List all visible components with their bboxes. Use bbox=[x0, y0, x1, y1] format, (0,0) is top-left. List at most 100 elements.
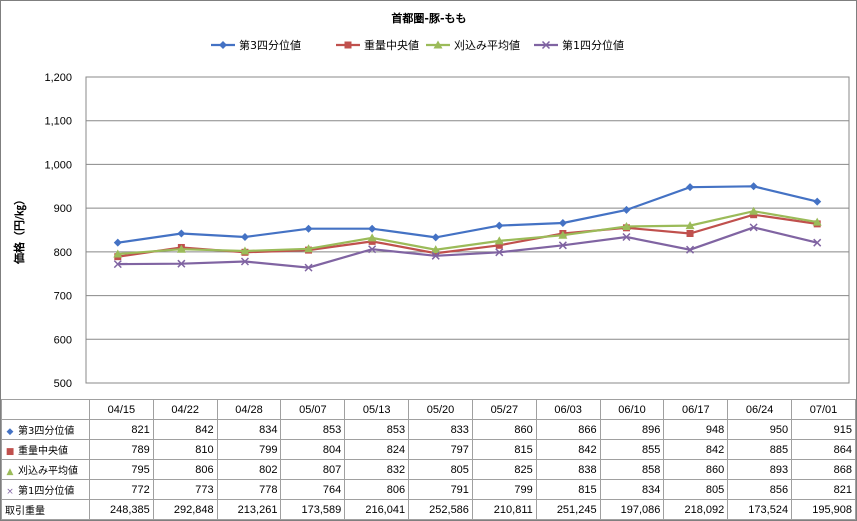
series-line bbox=[117, 226, 818, 269]
data-label: 797 bbox=[408, 439, 473, 460]
data-label: 772 bbox=[88, 479, 154, 500]
data-point bbox=[495, 248, 504, 257]
legend-marker bbox=[344, 41, 352, 49]
data-label: 856 bbox=[727, 479, 793, 500]
data-point bbox=[686, 245, 695, 254]
x-tick-label: 06/03 bbox=[535, 399, 601, 420]
data-label: 806 bbox=[152, 459, 218, 480]
legend-key-icon: ■ bbox=[5, 447, 15, 457]
table-header-row: 04/15 04/22 04/28 05/07 05/13 05/20 05/27 06/03… bbox=[1, 399, 856, 420]
data-label: 855 bbox=[599, 439, 665, 460]
table-row-label: 取引重量 bbox=[1, 499, 90, 520]
plot-area bbox=[85, 76, 850, 384]
x-tick-label: 04/22 bbox=[152, 399, 218, 420]
data-label: 806 bbox=[344, 479, 410, 500]
legend: 第3四分位値 重量中央値 刈込み平均値 第1四分位値 bbox=[211, 38, 624, 52]
x-tick-label: 05/20 bbox=[408, 399, 473, 420]
x-tick-label: 06/24 bbox=[727, 399, 793, 420]
data-table: 04/15 04/22 04/28 05/07 05/13 05/20 05/27 06/03… bbox=[1, 399, 856, 520]
data-point bbox=[368, 245, 377, 254]
data-point bbox=[113, 238, 122, 247]
data-label: 842 bbox=[152, 419, 218, 440]
data-label: 885 bbox=[727, 439, 793, 460]
data-label: 842 bbox=[535, 439, 601, 460]
legend-marker bbox=[541, 40, 551, 50]
legend-marker bbox=[433, 40, 443, 49]
data-label: 805 bbox=[663, 479, 729, 500]
legend-item: 第3四分位値 bbox=[211, 38, 301, 52]
series-layer bbox=[113, 182, 822, 272]
data-point bbox=[749, 206, 759, 215]
data-label: 824 bbox=[344, 439, 410, 460]
data-point bbox=[431, 233, 440, 242]
series-name: 第3四分位値 bbox=[18, 426, 75, 437]
y-tick-label: 1,100 bbox=[44, 116, 72, 128]
x-tick-label: 04/15 bbox=[88, 399, 154, 420]
table-corner-cell bbox=[1, 399, 90, 420]
data-label: 773 bbox=[152, 479, 218, 500]
data-label: 853 bbox=[344, 419, 410, 440]
data-label: 834 bbox=[599, 479, 665, 500]
data-label: 195,908 bbox=[791, 499, 856, 520]
data-point bbox=[622, 232, 631, 242]
y-tick-label: 800 bbox=[54, 247, 72, 259]
data-label: 815 bbox=[471, 439, 537, 460]
data-label: 791 bbox=[408, 479, 473, 500]
data-point bbox=[177, 229, 186, 238]
x-tick-label: 05/27 bbox=[471, 399, 537, 420]
table-row-label: × 第1四分位値 bbox=[1, 479, 90, 500]
data-point bbox=[495, 221, 504, 230]
data-label: 948 bbox=[663, 419, 729, 440]
data-point bbox=[304, 263, 313, 272]
data-point bbox=[431, 245, 441, 254]
data-point bbox=[304, 244, 314, 253]
data-label: 789 bbox=[88, 439, 154, 460]
data-label: 842 bbox=[663, 439, 729, 460]
series-name: 刈込み平均値 bbox=[18, 466, 78, 477]
data-point bbox=[621, 222, 631, 231]
data-label: 825 bbox=[471, 459, 537, 480]
data-point bbox=[813, 238, 822, 247]
table-row-label: ▲ 刈込み平均値 bbox=[1, 459, 90, 480]
legend-item: 刈込み平均値 bbox=[426, 39, 520, 52]
data-label: 866 bbox=[535, 419, 601, 440]
data-point bbox=[812, 217, 822, 226]
series-line bbox=[117, 185, 818, 244]
data-point bbox=[113, 260, 122, 269]
y-axis-ticks: 500 600 700 800 900 1,000 1,100 1,200 bbox=[44, 72, 72, 390]
data-label: 853 bbox=[280, 419, 346, 440]
data-point bbox=[367, 233, 377, 242]
data-label: 807 bbox=[280, 459, 346, 480]
chart-title: 首都圏-豚-もも bbox=[391, 11, 466, 25]
table-row: 取引重量 248,385 292,848 213,261 173,589 216,041 2… bbox=[1, 499, 856, 520]
data-label: 799 bbox=[471, 479, 537, 500]
legend-label: 第1四分位値 bbox=[562, 38, 624, 52]
data-label: 802 bbox=[216, 459, 282, 480]
data-label: 210,811 bbox=[471, 499, 537, 520]
line-chart: 首都圏-豚-もも 第3四分位値 重量中央値 刈込み平均値 第1四分位値 価格（円/㎏）… bbox=[12, 11, 850, 390]
data-label: 860 bbox=[471, 419, 537, 440]
y-tick-label: 500 bbox=[54, 378, 72, 390]
data-label: 860 bbox=[663, 459, 729, 480]
x-tick-label: 05/07 bbox=[280, 399, 346, 420]
legend-item: 第1四分位値 bbox=[534, 38, 624, 52]
data-label: 834 bbox=[216, 419, 282, 440]
series-line bbox=[117, 210, 818, 256]
series-1 bbox=[113, 182, 822, 247]
data-point bbox=[686, 229, 694, 237]
data-point bbox=[113, 249, 123, 258]
data-label: 810 bbox=[152, 439, 218, 460]
data-point bbox=[558, 219, 567, 228]
data-label: 833 bbox=[408, 419, 473, 440]
x-tick-label: 07/01 bbox=[791, 399, 856, 420]
y-tick-label: 600 bbox=[54, 334, 72, 346]
y-tick-label: 900 bbox=[54, 203, 72, 215]
x-tick-label: 06/17 bbox=[663, 399, 729, 420]
table-row: ◆ 第3四分位値 821 842 834 853 853 833 860 866 896 948 950… bbox=[1, 419, 856, 440]
data-point bbox=[240, 257, 249, 266]
legend-label: 第3四分位値 bbox=[239, 38, 301, 52]
data-point bbox=[176, 244, 186, 253]
legend-label: 重量中央値 bbox=[364, 38, 419, 52]
data-label: 821 bbox=[88, 419, 154, 440]
series-3 bbox=[113, 206, 822, 258]
